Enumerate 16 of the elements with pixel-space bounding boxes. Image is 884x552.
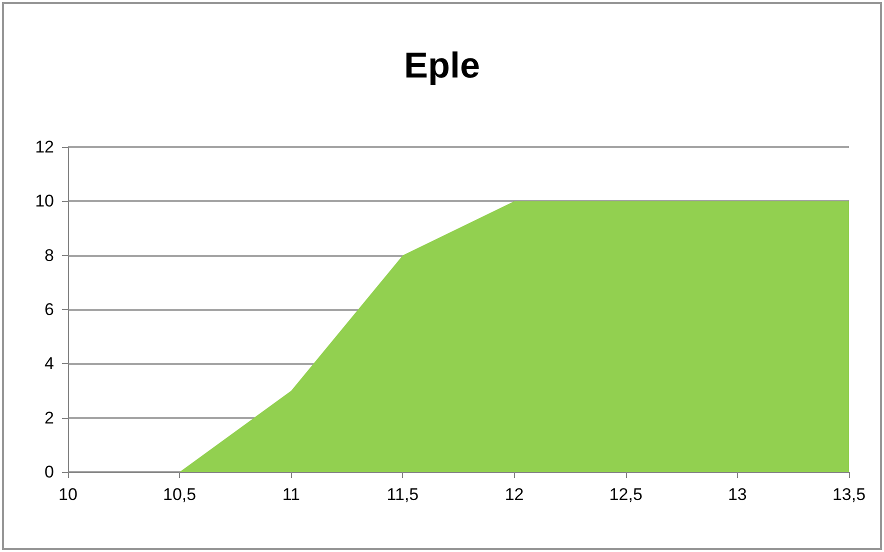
chart-title: Eple <box>404 44 480 86</box>
x-tick-label: 12 <box>504 485 524 504</box>
x-tick-label: 11,5 <box>386 485 419 504</box>
x-tick-label: 13,5 <box>832 485 866 504</box>
y-tick-label: 6 <box>44 300 54 319</box>
y-tick-label: 2 <box>44 408 54 428</box>
x-tick-label: 11 <box>282 485 300 504</box>
x-tick-label: 13 <box>728 485 747 504</box>
x-tick-label: 12,5 <box>609 485 642 504</box>
x-tick-label: 10,5 <box>163 485 196 504</box>
y-tick-label: 0 <box>44 462 54 482</box>
x-tick-label: 10 <box>58 485 78 504</box>
y-tick-label: 10 <box>35 192 54 211</box>
y-tick-label: 8 <box>44 246 54 265</box>
y-tick-label: 4 <box>44 354 54 374</box>
y-tick-label: 12 <box>35 138 54 156</box>
